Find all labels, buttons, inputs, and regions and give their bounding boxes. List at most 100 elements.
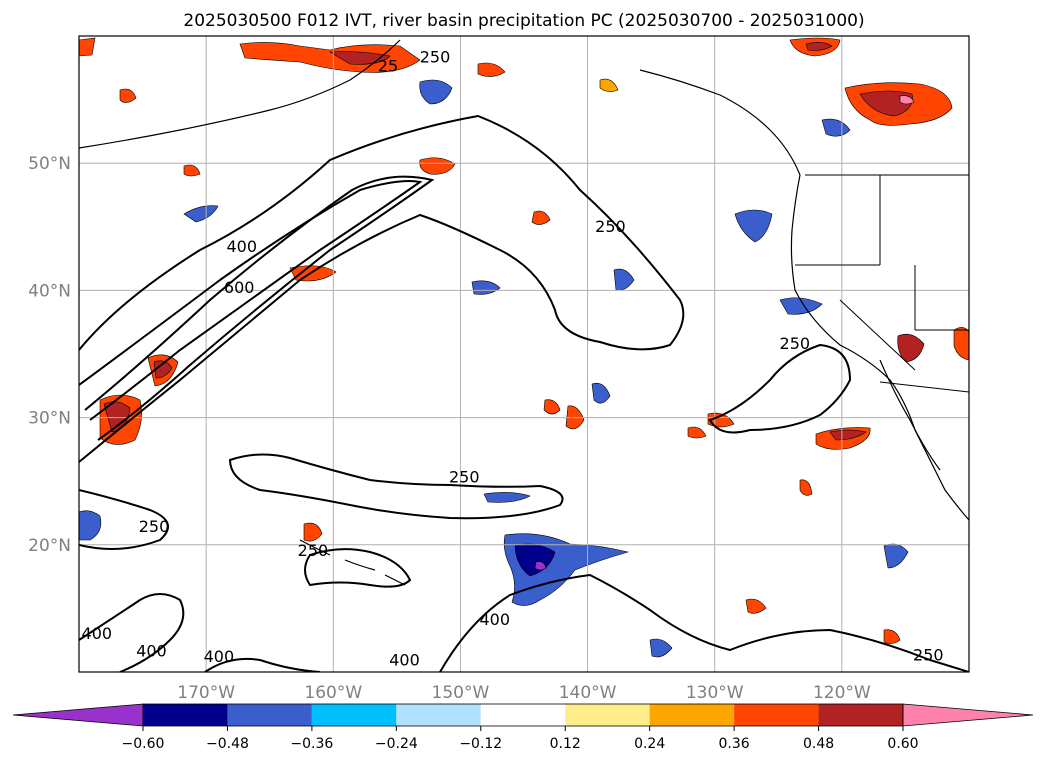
precip-blob bbox=[79, 510, 102, 541]
precip-blob bbox=[899, 95, 915, 105]
precip-blob bbox=[591, 382, 611, 404]
precip-blob bbox=[897, 333, 925, 363]
map-frame bbox=[78, 35, 970, 673]
colorbar-segment bbox=[311, 704, 397, 726]
precip-blob bbox=[303, 522, 323, 542]
precip-blob bbox=[534, 561, 547, 571]
north-america-west-coast bbox=[790, 174, 969, 521]
colorbar-segment bbox=[649, 704, 735, 726]
precip-blob bbox=[745, 598, 767, 614]
state-border bbox=[839, 299, 916, 371]
precip-blob bbox=[419, 157, 456, 175]
precip-blob bbox=[953, 327, 969, 361]
colorbar-frame bbox=[142, 703, 904, 727]
colorbar-segment bbox=[565, 704, 650, 726]
precip-blob bbox=[531, 210, 551, 225]
colorbar-segment bbox=[734, 704, 819, 726]
lon-tick-label: 120°W bbox=[813, 683, 871, 703]
contour-label: 400 bbox=[226, 237, 257, 256]
ivt-contour-400-center bbox=[439, 573, 969, 672]
colorbar-segment bbox=[396, 704, 481, 726]
latitude-tick-labels: 50°N 40°N 30°N 20°N bbox=[28, 154, 71, 556]
colorbar-tick-label: −0.36 bbox=[290, 736, 333, 752]
precip-blob bbox=[805, 42, 833, 51]
colorbar-segment bbox=[227, 704, 312, 726]
colorbar-tick-label: −0.24 bbox=[375, 736, 418, 752]
precip-blob bbox=[779, 297, 823, 315]
contour-label: 400 bbox=[389, 651, 420, 670]
precip-blob bbox=[471, 280, 501, 295]
colorbar-tick-label: −0.60 bbox=[122, 736, 165, 752]
contour-label: 250 bbox=[139, 517, 170, 536]
map-gridlines bbox=[79, 36, 969, 672]
precip-blob bbox=[483, 492, 531, 503]
lat-tick-label: 30°N bbox=[28, 409, 71, 429]
colorbar-tick-label: 0.12 bbox=[550, 736, 581, 752]
lon-tick-label: 130°W bbox=[686, 683, 744, 703]
contour-labels: 250 250 250 400 400 400 400 400 400 600 250 250 250 2… bbox=[82, 48, 944, 670]
lon-tick-label: 140°W bbox=[559, 683, 617, 703]
alaska-panhandle-coast bbox=[639, 69, 801, 176]
colorbar-segment bbox=[480, 704, 566, 726]
colorbar-extend-low bbox=[12, 703, 144, 727]
alaska-coastline bbox=[79, 39, 401, 149]
precip-blob bbox=[883, 629, 901, 644]
precip-blob bbox=[183, 205, 219, 223]
colorbar-tick-label: −0.48 bbox=[206, 736, 249, 752]
state-borders bbox=[795, 174, 969, 393]
contour-label: 25 bbox=[378, 57, 398, 76]
lon-tick-label: 170°W bbox=[177, 683, 235, 703]
ivt-contour-250-south bbox=[228, 453, 564, 520]
contour-label: 400 bbox=[204, 647, 235, 666]
ivt-contour-250-southeast bbox=[708, 343, 852, 434]
longitude-tick-labels: 170°W 160°W 150°W 140°W 130°W 120°W bbox=[177, 683, 871, 703]
contour-label: 250 bbox=[595, 217, 626, 236]
contour-label: 400 bbox=[82, 624, 113, 643]
precip-blob bbox=[477, 62, 506, 77]
precip-blob bbox=[649, 638, 673, 658]
lon-tick-label: 160°W bbox=[304, 683, 362, 703]
ivt-contours bbox=[79, 114, 969, 672]
contour-label: 400 bbox=[479, 610, 510, 629]
contour-label: 400 bbox=[136, 642, 167, 661]
lat-tick-label: 20°N bbox=[28, 536, 71, 556]
contour-label: 250 bbox=[780, 334, 811, 353]
map-title: 2025030500 F012 IVT, river basin precipi… bbox=[183, 11, 864, 31]
contour-label: 250 bbox=[449, 467, 480, 486]
colorbar-segment bbox=[143, 704, 228, 726]
ivt-contour-400-southwest bbox=[204, 657, 321, 672]
precip-blob bbox=[119, 88, 137, 103]
precip-blob bbox=[153, 360, 173, 379]
precip-blob bbox=[883, 543, 909, 569]
precip-blob bbox=[79, 37, 96, 57]
baja-california bbox=[879, 359, 941, 471]
colorbar-tick-label: 0.60 bbox=[887, 736, 918, 752]
ivt-contour-hawaii bbox=[304, 548, 412, 588]
precip-blob bbox=[419, 79, 453, 105]
lat-tick-label: 40°N bbox=[28, 281, 71, 301]
ivt-contour-250-west bbox=[79, 489, 169, 550]
colorbar-tick-label: 0.36 bbox=[719, 736, 750, 752]
coastlines bbox=[79, 39, 969, 586]
precip-blob bbox=[543, 399, 561, 415]
contour-label: 600 bbox=[224, 278, 255, 297]
colorbar-tick-label: −0.12 bbox=[459, 736, 502, 752]
precip-blob bbox=[289, 265, 337, 282]
precip-blob bbox=[821, 118, 851, 137]
precip-blob bbox=[183, 164, 201, 177]
precip-blob bbox=[329, 51, 391, 65]
precip-blob bbox=[239, 42, 421, 73]
precip-blob bbox=[799, 479, 813, 496]
lat-tick-label: 50°N bbox=[28, 154, 71, 174]
precip-blob bbox=[687, 426, 707, 439]
ivt-contour-400-arc bbox=[79, 180, 423, 421]
ivt-contour-600-arc bbox=[84, 175, 435, 441]
colorbar: −0.60 −0.48 −0.36 −0.24 −0.12 0.12 0.24 0.36 0.4… bbox=[12, 703, 1034, 752]
contour-label: 250 bbox=[913, 646, 944, 665]
ivt-contour-250-arc bbox=[79, 114, 685, 463]
colorbar-tick-label: 0.24 bbox=[634, 736, 665, 752]
lon-tick-label: 150°W bbox=[432, 683, 490, 703]
contour-label: 250 bbox=[298, 541, 329, 560]
colorbar-extend-high bbox=[902, 703, 1034, 727]
